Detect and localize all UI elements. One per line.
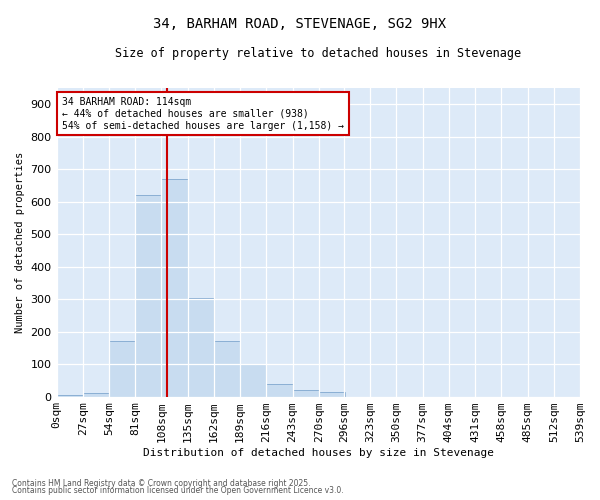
Bar (240, 364, 266, 396)
Text: 34, BARHAM ROAD, STEVENAGE, SG2 9HX: 34, BARHAM ROAD, STEVENAGE, SG2 9HX (154, 18, 446, 32)
Title: Size of property relative to detached houses in Stevenage: Size of property relative to detached ho… (115, 48, 521, 60)
X-axis label: Distribution of detached houses by size in Stevenage: Distribution of detached houses by size … (143, 448, 494, 458)
Y-axis label: Number of detached properties: Number of detached properties (15, 152, 25, 333)
Text: 34 BARHAM ROAD: 114sqm
← 44% of detached houses are smaller (938)
54% of semi-de: 34 BARHAM ROAD: 114sqm ← 44% of detached… (62, 98, 344, 130)
Bar (266, 384, 293, 396)
Bar (319, 392, 345, 396)
Bar (109, 342, 135, 396)
Text: Contains public sector information licensed under the Open Government Licence v3: Contains public sector information licen… (12, 486, 344, 495)
Bar (214, 342, 240, 396)
Bar (83, 394, 109, 396)
Bar (135, 195, 161, 396)
Bar (188, 298, 214, 396)
Text: Contains HM Land Registry data © Crown copyright and database right 2025.: Contains HM Land Registry data © Crown c… (12, 478, 311, 488)
Bar (56, 395, 83, 396)
Bar (161, 179, 188, 396)
Bar (293, 390, 319, 396)
